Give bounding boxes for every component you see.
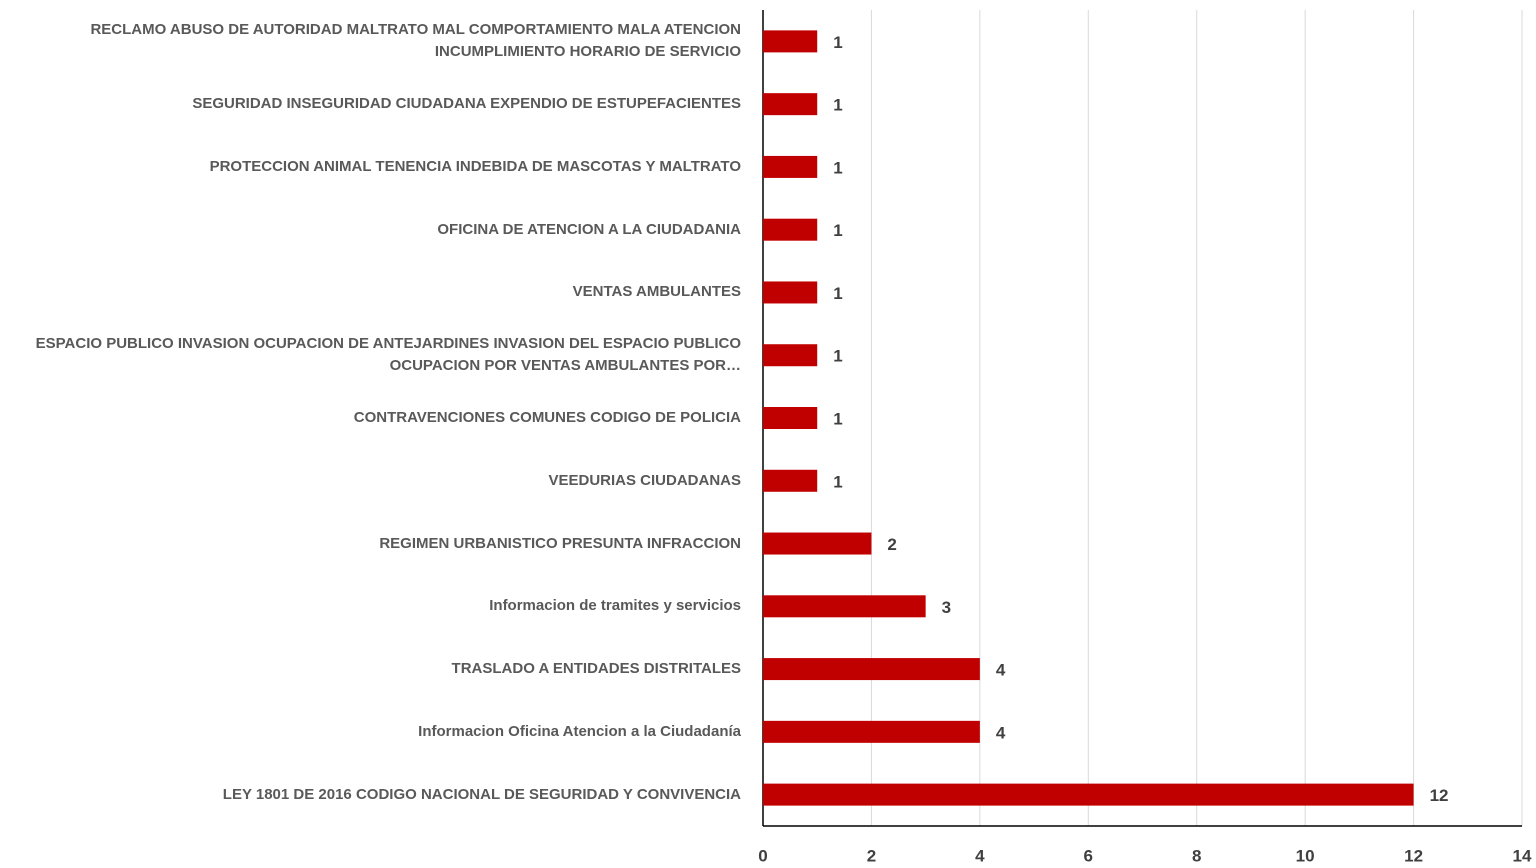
y-tick-label: Informacion de tramites y servicios — [489, 597, 741, 615]
bar — [763, 30, 818, 53]
value-label: 4 — [996, 723, 1006, 742]
bar — [763, 720, 980, 743]
value-label: 1 — [833, 347, 842, 366]
y-tick-label: LEY 1801 DE 2016 CODIGO NACIONAL DE SEGU… — [222, 785, 741, 803]
value-label: 1 — [833, 33, 842, 52]
x-tick-label: 8 — [1192, 846, 1201, 865]
bar — [763, 93, 818, 116]
bar — [763, 281, 818, 304]
y-tick-label: Informacion Oficina Atencion a la Ciudad… — [418, 722, 741, 740]
value-label: 1 — [833, 221, 842, 240]
value-label: 2 — [887, 535, 896, 554]
x-tick-label: 0 — [758, 846, 767, 865]
bar — [763, 155, 818, 178]
bar — [763, 407, 818, 429]
y-tick-label: VEEDURIAS CIUDADANAS — [548, 471, 741, 489]
bar — [763, 344, 818, 367]
bar — [763, 218, 818, 241]
y-tick-label: REGIMEN URBANISTICO PRESUNTA INFRACCION — [379, 534, 741, 552]
x-tick-label: 10 — [1296, 846, 1315, 865]
value-label: 1 — [833, 96, 842, 115]
y-tick-label: OFICINA DE ATENCION A LA CIUDADANIA — [437, 220, 741, 238]
bar — [763, 532, 872, 555]
y-tick-label: PROTECCION ANIMAL TENENCIA INDEBIDA DE M… — [209, 157, 741, 175]
x-tick-label: 4 — [975, 846, 985, 865]
value-label: 1 — [833, 409, 842, 428]
value-label: 4 — [996, 661, 1006, 680]
bar — [763, 783, 1414, 806]
bar — [763, 595, 926, 618]
value-label: 3 — [942, 598, 951, 617]
x-tick-label: 12 — [1404, 846, 1423, 865]
y-tick-label: TRASLADO A ENTIDADES DISTRITALES — [451, 660, 741, 678]
y-tick-label: CONTRAVENCIONES COMUNES CODIGO DE POLICI… — [353, 409, 741, 426]
value-label: 1 — [833, 472, 842, 491]
x-tick-label: 2 — [867, 846, 876, 865]
x-tick-label: 14 — [1513, 846, 1532, 865]
y-tick-label: ESPACIO PUBLICO INVASION OCUPACION DE AN… — [35, 335, 741, 375]
y-tick-label: SEGURIDAD INSEGURIDAD CIUDADANA EXPENDIO… — [192, 95, 741, 113]
x-tick-label: 6 — [1084, 846, 1093, 865]
value-label: 12 — [1430, 786, 1449, 805]
bar — [763, 658, 980, 681]
y-tick-label: VENTAS AMBULANTES — [572, 283, 741, 301]
bar — [763, 469, 818, 492]
value-label: 1 — [833, 284, 842, 303]
y-tick-label: RECLAMO ABUSO DE AUTORIDAD MALTRATO MAL … — [90, 21, 741, 61]
value-label: 1 — [833, 158, 842, 177]
